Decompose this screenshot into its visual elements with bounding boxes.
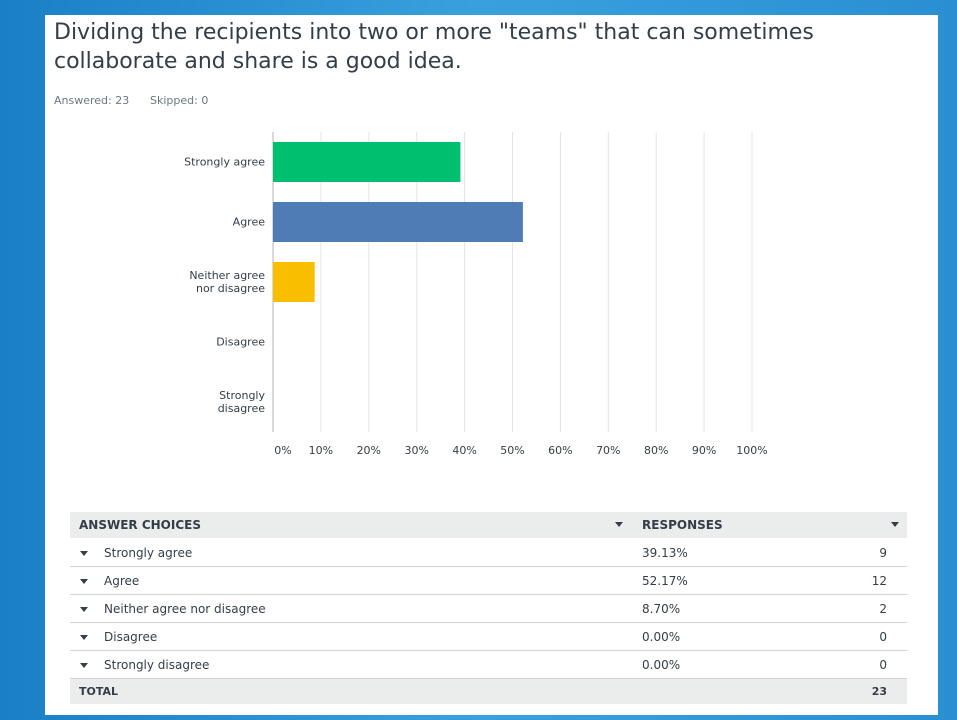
skipped-count: Skipped: 0 [150,94,209,107]
y-tick-label: Strongly agree [184,155,265,169]
answer-choice: Strongly agree [104,546,193,560]
column-header[interactable]: RESPONSES [642,518,723,532]
x-tick-label: 40% [452,444,476,457]
slide-panel [45,15,938,715]
response-count: 0 [879,630,887,644]
expand-arrow[interactable] [80,551,88,556]
answer-choice: Strongly disagree [104,658,210,672]
answer-choice: Neither agree nor disagree [104,602,266,616]
response-count: 9 [879,546,887,560]
response-percent: 52.17% [642,574,688,588]
response-percent: 0.00% [642,630,681,644]
y-tick-label: Agree [232,215,265,229]
x-tick-label: 100% [736,444,767,457]
y-tick-label: Strongly disagree [217,389,265,415]
table-row: Agree 52.17% 12 [70,567,907,595]
expand-arrow[interactable] [80,663,88,668]
x-tick-label: 10% [309,444,333,457]
bar [273,262,315,302]
x-tick-label: 20% [357,444,381,457]
question-title: Dividing the recipients into two or more… [54,20,814,74]
x-tick-label: 70% [596,444,620,457]
response-count: 0 [879,658,887,672]
y-tick-label: Disagree [216,335,265,349]
table-row: Neither agree nor disagree 8.70% 2 [70,595,907,623]
y-tick-label: Neither agree nor disagree [189,269,265,295]
x-tick-label: 0% [274,444,291,457]
x-tick-label: 60% [548,444,572,457]
expand-arrow[interactable] [80,579,88,584]
response-percent: 39.13% [642,546,688,560]
answered-count: Answered: 23 [54,94,130,107]
x-tick-label: 50% [500,444,524,457]
table-row: Disagree 0.00% 0 [70,623,907,651]
expand-arrow[interactable] [80,635,88,640]
response-count: 2 [879,602,887,616]
response-percent: 8.70% [642,602,681,616]
x-tick-label: 80% [644,444,668,457]
expand-arrow[interactable] [80,607,88,612]
sort-arrow[interactable] [615,522,623,527]
x-tick-label: 90% [692,444,716,457]
table-header: ANSWER CHOICES RESPONSES [70,512,907,538]
response-percent: 0.00% [642,658,681,672]
column-header[interactable]: ANSWER CHOICES [79,518,201,532]
x-tick-label: 30% [404,444,428,457]
answer-choice: Agree [104,574,140,588]
table-row: Strongly agree 39.13% 9 [70,539,907,567]
table-total: TOTAL 23 [70,679,907,704]
total-count: 23 [871,685,887,698]
answer-choice: Disagree [104,630,158,644]
sort-arrow[interactable] [891,522,899,527]
total-label: TOTAL [79,685,119,698]
bar [273,202,523,242]
response-count: 12 [871,574,887,588]
bar [273,142,461,182]
table-row: Strongly disagree 0.00% 0 [70,651,907,679]
